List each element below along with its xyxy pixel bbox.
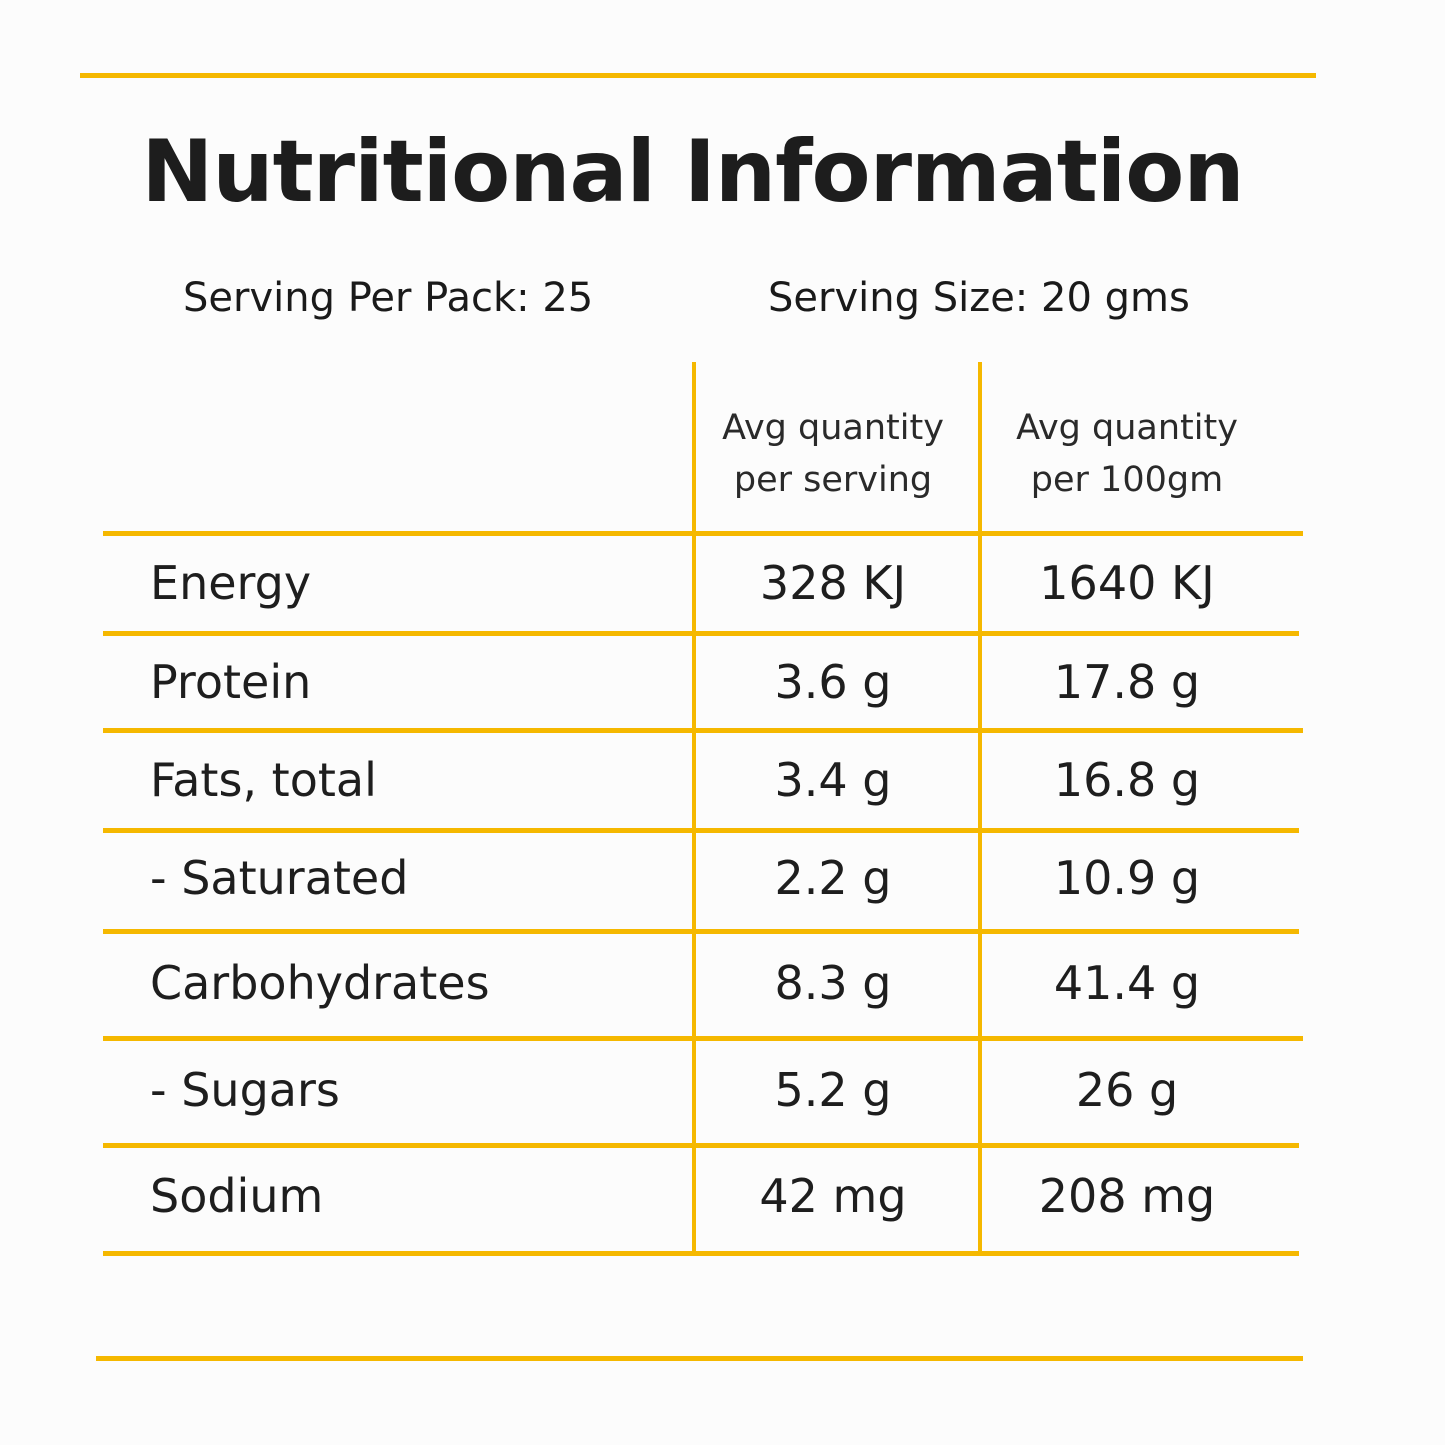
serving-size: Serving Size: 20 gms	[768, 275, 1190, 321]
nutrient-protein: Protein	[150, 655, 312, 709]
column-header-line: Avg quantity	[1016, 408, 1238, 448]
row-rule	[103, 1251, 1299, 1256]
column-header-per-100gm: Avg quantity per 100gm	[982, 402, 1272, 506]
fats-total-per-100gm: 16.8 g	[1053, 753, 1201, 807]
carbohydrates-per-serving: 8.3 g	[774, 956, 892, 1010]
bottom-rule	[96, 1356, 1303, 1361]
row-rule	[103, 531, 1303, 536]
row-rule	[103, 1143, 1299, 1148]
sugars-per-serving: 5.2 g	[774, 1063, 892, 1117]
fats-total-per-serving: 3.4 g	[774, 753, 892, 807]
protein-per-serving: 3.6 g	[774, 655, 892, 709]
sodium-per-100gm: 208 mg	[1038, 1169, 1216, 1223]
column-divider-2	[978, 362, 982, 1255]
saturated-per-100gm: 10.9 g	[1053, 851, 1201, 905]
energy-per-serving: 328 KJ	[759, 556, 907, 610]
row-rule	[103, 728, 1303, 733]
nutrient-sodium: Sodium	[150, 1169, 324, 1223]
carbohydrates-per-100gm: 41.4 g	[1053, 956, 1201, 1010]
column-header-per-serving: Avg quantity per serving	[688, 402, 978, 506]
column-header-line: Avg quantity	[722, 408, 944, 448]
protein-per-100gm: 17.8 g	[1053, 655, 1201, 709]
page-title: Nutritional Information	[141, 122, 1244, 222]
row-rule	[103, 929, 1299, 934]
saturated-per-serving: 2.2 g	[774, 851, 892, 905]
nutrient-saturated: - Saturated	[150, 851, 409, 905]
row-rule	[103, 631, 1299, 636]
serving-per-pack: Serving Per Pack: 25	[183, 275, 594, 321]
row-rule	[103, 828, 1299, 833]
nutrient-energy: Energy	[150, 556, 312, 610]
nutrient-sugars: - Sugars	[150, 1063, 340, 1117]
column-divider-1	[692, 362, 696, 1255]
row-rule	[103, 1036, 1303, 1041]
top-rule	[80, 73, 1316, 78]
energy-per-100gm: 1640 KJ	[1039, 556, 1215, 610]
nutrient-fats-total: Fats, total	[150, 753, 377, 807]
column-header-line: per 100gm	[1030, 460, 1224, 500]
column-header-line: per serving	[733, 460, 933, 500]
sugars-per-100gm: 26 g	[1075, 1063, 1179, 1117]
sodium-per-serving: 42 mg	[759, 1169, 907, 1223]
nutrient-carbohydrates: Carbohydrates	[150, 956, 490, 1010]
